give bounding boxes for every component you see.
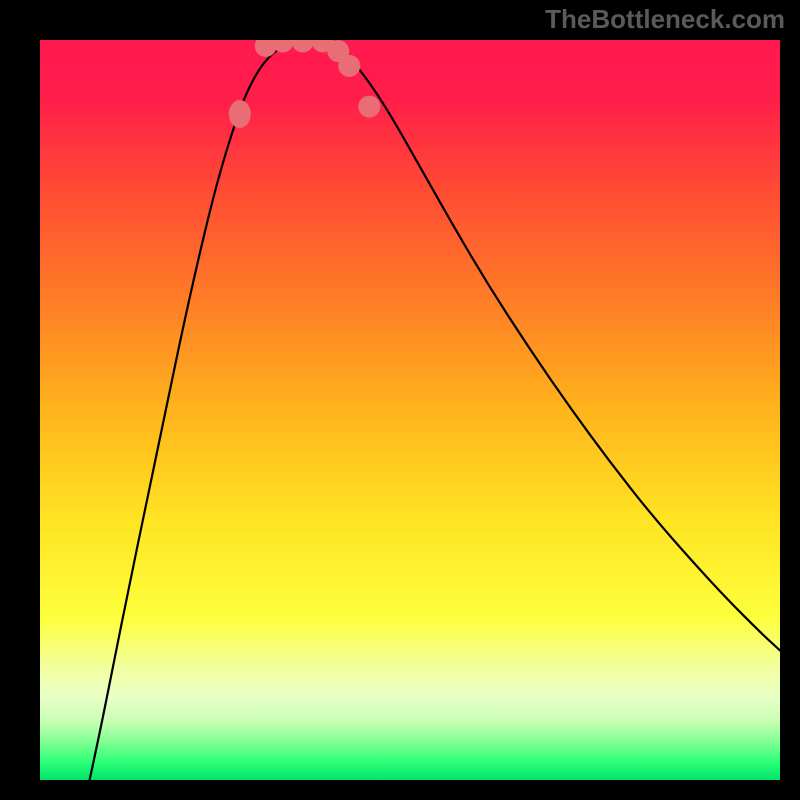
chart-svg bbox=[40, 40, 780, 780]
watermark-text: TheBottleneck.com bbox=[545, 4, 785, 35]
chart-root: TheBottleneck.com bbox=[0, 0, 800, 800]
marker-point bbox=[229, 100, 251, 128]
marker-point bbox=[338, 55, 360, 77]
plot-area bbox=[40, 40, 780, 780]
marker-point bbox=[358, 96, 380, 118]
